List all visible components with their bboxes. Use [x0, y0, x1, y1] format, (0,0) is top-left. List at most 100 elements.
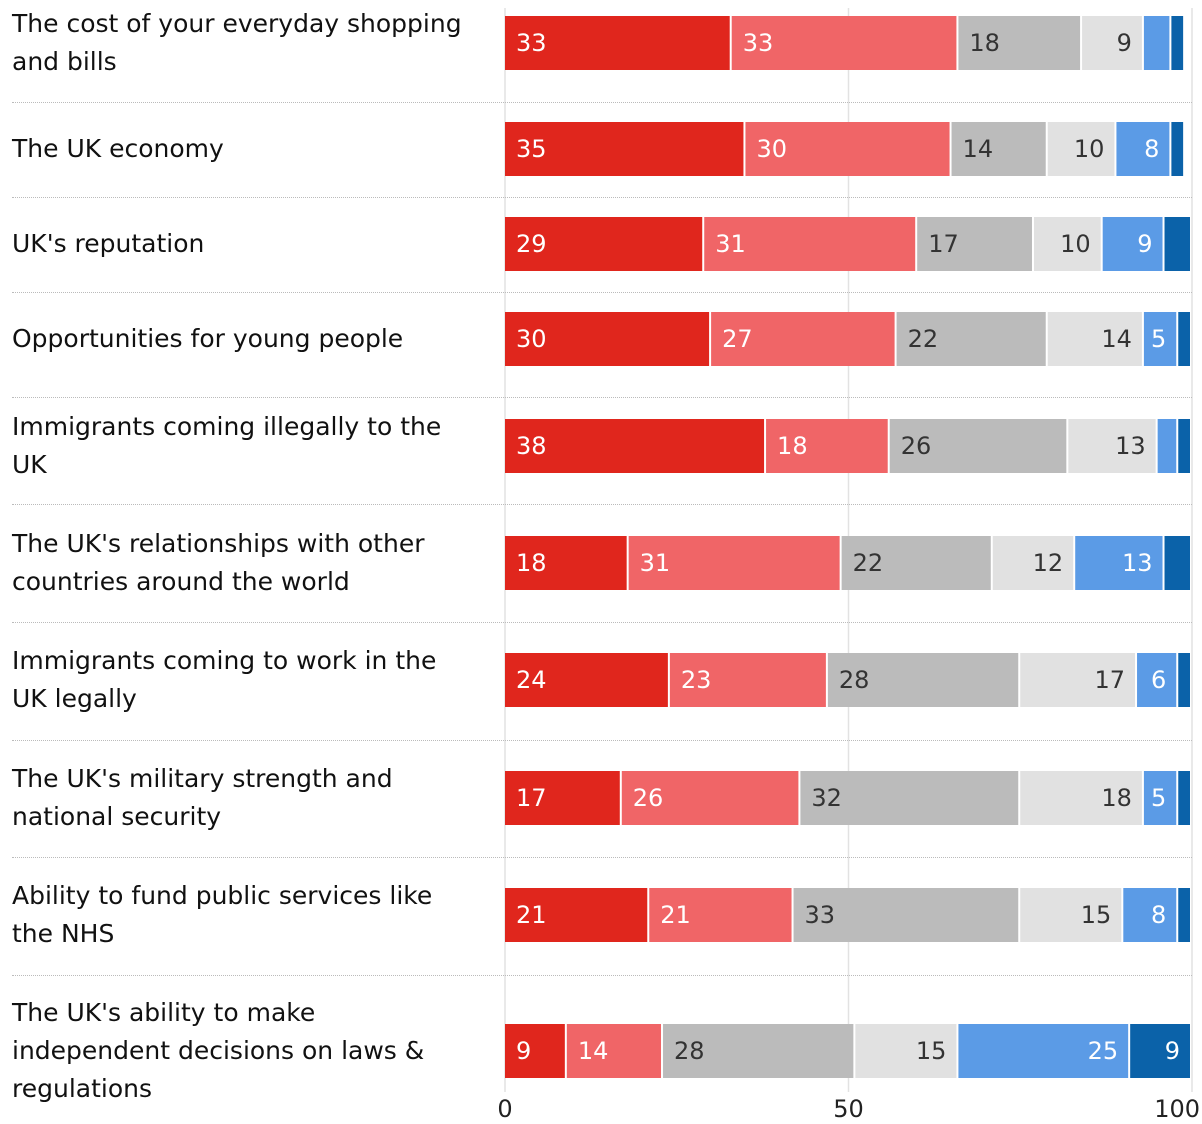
bar-segment: [1164, 536, 1190, 590]
bar-segment: [1068, 419, 1156, 473]
data-label: 13: [1122, 549, 1153, 577]
data-label: 31: [715, 230, 746, 258]
bar-segment: [1143, 16, 1170, 70]
bar-segment: [621, 771, 799, 825]
bar-segment: [1178, 888, 1190, 942]
bar-segment: [1143, 312, 1177, 366]
data-label: 38: [516, 432, 547, 460]
bar-segment: [1164, 217, 1190, 271]
bar-segment: [505, 16, 730, 70]
row-separator: [12, 197, 1192, 198]
data-label: 22: [908, 325, 939, 353]
data-label: 25: [1088, 1037, 1119, 1065]
row-separator: [12, 292, 1192, 293]
data-label: 18: [1101, 784, 1132, 812]
bar-segment: [855, 1024, 957, 1078]
bar-segment: [1171, 16, 1184, 70]
bar-segment: [917, 217, 1032, 271]
bar-segment: [992, 536, 1074, 590]
bar-segment: [951, 122, 1046, 176]
data-label: 28: [839, 666, 870, 694]
bar-segment: [1123, 888, 1177, 942]
data-label: 6: [1151, 666, 1166, 694]
data-label: 35: [516, 135, 547, 163]
data-label: 9: [1117, 29, 1132, 57]
bar-segment: [1178, 771, 1190, 825]
bar-segment: [669, 653, 826, 707]
bar-segment: [1082, 16, 1142, 70]
row-separator: [12, 397, 1192, 398]
bar-segment: [745, 122, 950, 176]
bar-segment: [505, 1024, 565, 1078]
data-label: 18: [516, 549, 547, 577]
bar-segment: [505, 653, 668, 707]
data-label: 14: [1101, 325, 1132, 353]
bar-segment: [566, 1024, 662, 1078]
bar-segment: [800, 771, 1019, 825]
bar-segment: [1178, 653, 1190, 707]
bar-segment: [1020, 771, 1142, 825]
bar-segment: [649, 888, 792, 942]
bar-segment: [827, 653, 1019, 707]
bar-segment: [1033, 217, 1101, 271]
data-label: 27: [722, 325, 753, 353]
data-label: 33: [516, 29, 547, 57]
row-separator: [12, 975, 1192, 976]
row-separator: [12, 504, 1192, 505]
bar-segment: [704, 217, 916, 271]
category-label: Opportunities for young people: [12, 324, 404, 353]
bar-segment: [1047, 122, 1115, 176]
bar-segment: [1157, 419, 1177, 473]
bar-segment: [505, 122, 744, 176]
bar-segment: [663, 1024, 854, 1078]
data-label: 8: [1144, 135, 1159, 163]
data-label: 9: [1165, 1037, 1180, 1065]
x-tick-label: 0: [497, 1095, 512, 1123]
bar-segment: [896, 312, 1046, 366]
data-label: 30: [516, 325, 547, 353]
data-label: 33: [743, 29, 774, 57]
row-separator: [12, 622, 1192, 623]
data-label: 18: [777, 432, 808, 460]
data-label: 8: [1151, 901, 1166, 929]
data-label: 29: [516, 230, 547, 258]
data-label: 31: [640, 549, 671, 577]
bar-segment: [958, 16, 1081, 70]
bar-segment: [1171, 122, 1184, 176]
bar-segment: [1178, 312, 1190, 366]
data-label: 24: [516, 666, 547, 694]
data-label: 13: [1115, 432, 1146, 460]
x-tick-label: 50: [833, 1095, 864, 1123]
bar-segment: [1102, 217, 1163, 271]
data-label: 21: [516, 901, 547, 929]
bar-segment: [505, 419, 765, 473]
bar-segment: [505, 888, 648, 942]
data-label: 30: [756, 135, 787, 163]
data-label: 17: [1094, 666, 1125, 694]
bar-segment: [1047, 312, 1142, 366]
bar-segment: [841, 536, 991, 590]
data-label: 17: [516, 784, 547, 812]
bar-segment: [505, 536, 627, 590]
category-label: The UK economy: [12, 134, 224, 163]
data-label: 28: [674, 1037, 705, 1065]
bar-segment: [505, 771, 620, 825]
category-label: UK's reputation: [12, 229, 205, 258]
data-label: 21: [660, 901, 691, 929]
data-label: 32: [811, 784, 842, 812]
data-label: 9: [1137, 230, 1152, 258]
data-label: 23: [681, 666, 712, 694]
bar-segment: [505, 217, 703, 271]
category-label: The UK's military strength and national …: [12, 764, 393, 831]
bar-segment: [889, 419, 1067, 473]
bar-segment: [766, 419, 888, 473]
bar-segment: [1130, 1024, 1190, 1078]
bar-segment: [711, 312, 895, 366]
bar-segment: [1020, 888, 1122, 942]
data-label: 10: [1060, 230, 1091, 258]
bar-segment: [958, 1024, 1129, 1078]
bar-segment: [628, 536, 840, 590]
bar-segment: [1137, 653, 1177, 707]
